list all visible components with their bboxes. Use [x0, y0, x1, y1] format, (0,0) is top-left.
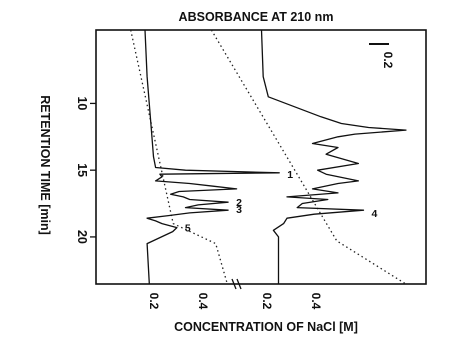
- plot-frame: [95, 29, 427, 285]
- peak-label: 5: [185, 223, 191, 235]
- x-axis-label: CONCENTRATION OF NaCl [M]: [174, 320, 358, 334]
- axis-break-mark: [231, 278, 242, 290]
- conc-tick-label: 0.2: [147, 293, 161, 310]
- peak-label: 4: [372, 208, 378, 220]
- gradient-line-right: [210, 29, 406, 285]
- series-group: [130, 29, 407, 285]
- gradient-line-left: [130, 29, 228, 284]
- conc-tick-label: 0.4: [196, 293, 210, 310]
- y-tick-group: 10 15 20: [75, 96, 96, 244]
- trace-line-left: [144, 29, 280, 284]
- peak-label: 3: [236, 204, 242, 216]
- peak-label: 1: [287, 169, 293, 181]
- conc-tick-label: 0.4: [309, 293, 323, 310]
- trace-line-right: [260, 29, 407, 284]
- chart-title: ABSORBANCE AT 210 nm: [179, 10, 334, 24]
- scale-bar-label: 0.2: [381, 52, 395, 69]
- peak-label: 2: [236, 197, 242, 209]
- y-tick-label: 15: [75, 163, 89, 177]
- y-tick-label: 10: [75, 96, 89, 110]
- conc-tick-group: 0.2 0.4 0.2 0.4: [147, 293, 323, 310]
- peak-label-group: 1 23 5 4: [185, 169, 378, 234]
- y-axis-label: RETENTION TIME [min]: [38, 95, 52, 235]
- conc-tick-label: 0.2: [260, 293, 274, 310]
- y-tick-label: 20: [75, 230, 89, 244]
